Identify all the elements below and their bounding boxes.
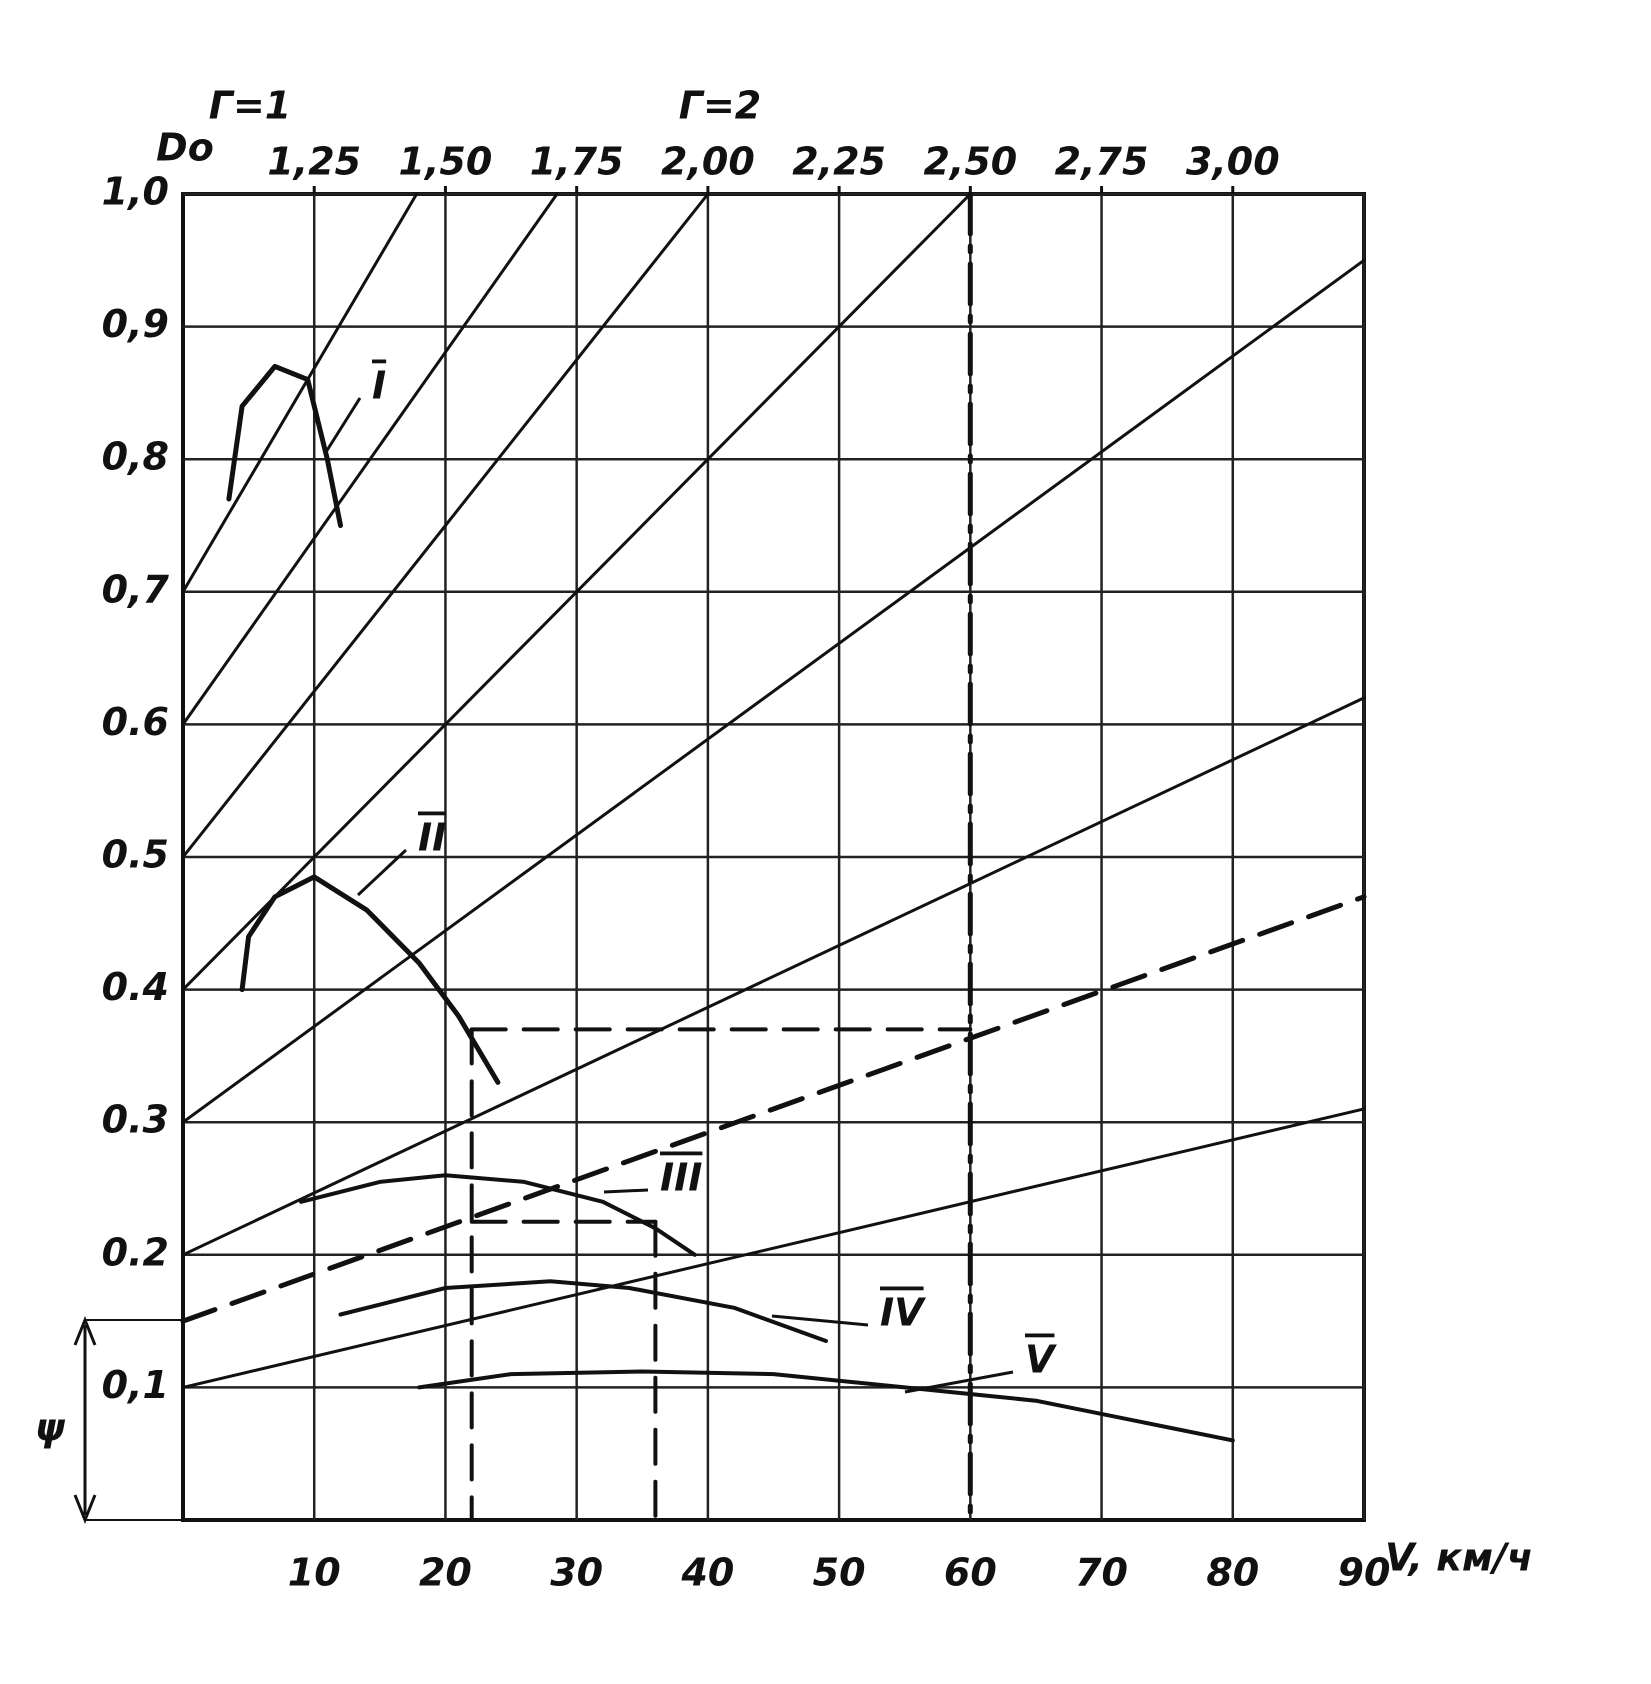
curve-label: I — [372, 364, 386, 408]
label-leader — [771, 1314, 869, 1327]
y-tick-label: 0.4 — [102, 965, 169, 1009]
curve — [239, 874, 501, 1085]
y-tick-label: 0.5 — [102, 833, 169, 877]
guide-line — [181, 696, 1366, 1257]
x2-axis-label: Do — [156, 126, 214, 170]
x-tick-label: 40 — [680, 1551, 734, 1595]
x-tick-label: 90 — [1338, 1551, 1391, 1595]
x-tick-label: 10 — [288, 1551, 341, 1595]
x2-tick-label: 3,00 — [1186, 140, 1280, 184]
guide-line — [181, 1107, 1366, 1389]
x-tick-label: 50 — [813, 1551, 866, 1595]
x2-tick-label: 2,50 — [923, 140, 1017, 184]
y-tick-label: 1,0 — [102, 170, 169, 214]
x2-tick-label: 2,00 — [661, 140, 755, 184]
y-tick-label: 0,8 — [102, 435, 169, 479]
annotation: Г=2 — [679, 84, 762, 128]
guide-line — [181, 192, 710, 859]
y-tick-label: 0,7 — [102, 567, 170, 611]
x-tick-label: 20 — [419, 1551, 472, 1595]
label-leader — [603, 1188, 649, 1194]
curve-label: V — [1025, 1338, 1057, 1382]
x2-tick-label: 1,25 — [267, 140, 361, 184]
label-leader — [324, 397, 362, 453]
y-tick-label: 0,9 — [102, 302, 169, 346]
curve-label: II — [418, 816, 446, 860]
annotation: Г=1 — [209, 84, 292, 128]
guide-line — [181, 192, 972, 992]
curve — [226, 363, 343, 528]
y-tick-label: 0.6 — [102, 700, 169, 744]
x2-tick-label: 1,75 — [530, 140, 624, 184]
label-leader — [904, 1370, 1014, 1394]
y-tick-label: 0.3 — [102, 1098, 169, 1142]
x2-tick-label: 1,50 — [399, 140, 493, 184]
x2-tick-label: 2,25 — [792, 140, 886, 184]
guide-line — [180, 894, 1367, 1324]
x-tick-label: 60 — [944, 1551, 997, 1595]
curve — [417, 1369, 1235, 1443]
y-axis-label: ψ — [35, 1406, 66, 1450]
curve-label: IV — [880, 1291, 926, 1335]
x-axis-label: V, км/ч — [1385, 1536, 1533, 1580]
label-leader — [356, 848, 408, 897]
x-tick-label: 30 — [550, 1551, 603, 1595]
curve-label: III — [660, 1156, 702, 1200]
guide-line — [181, 192, 419, 594]
x-tick-label: 70 — [1075, 1551, 1128, 1595]
y-tick-label: 0.2 — [102, 1230, 169, 1274]
x2-tick-label: 2,75 — [1055, 140, 1149, 184]
guide-line — [181, 258, 1366, 1124]
guide-line — [181, 192, 559, 726]
y-tick-label: 0,1 — [102, 1363, 169, 1407]
curve — [338, 1279, 828, 1343]
x-tick-label: 80 — [1206, 1551, 1259, 1595]
